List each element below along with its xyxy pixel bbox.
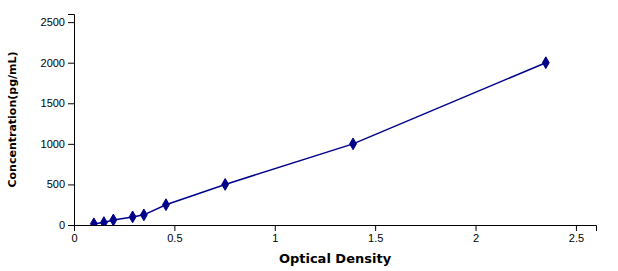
y-axis: 0 500 1000 1500 2000 2500 xyxy=(41,15,75,232)
y-axis-title: Concentration(pg/mL) xyxy=(6,51,19,187)
tick-label: 2 xyxy=(473,232,479,244)
tick-mark xyxy=(275,225,276,231)
marker xyxy=(101,217,108,225)
tick-mark xyxy=(576,225,577,231)
series xyxy=(90,57,549,225)
tick: 2 xyxy=(473,225,479,244)
tick-mark xyxy=(375,225,376,231)
tick-label: 1.5 xyxy=(368,232,383,244)
tick: 1000 xyxy=(41,138,74,150)
tick: 0 xyxy=(59,219,74,231)
axis-line xyxy=(75,226,597,232)
tick-label: 2000 xyxy=(41,57,65,69)
tick-label: 2.5 xyxy=(569,232,584,244)
tick-label: 1 xyxy=(272,232,278,244)
marker xyxy=(542,57,549,69)
marker xyxy=(129,211,136,223)
line xyxy=(94,63,546,224)
tick-label: 0 xyxy=(59,219,65,231)
tick: 1.5 xyxy=(368,225,383,244)
tick-mark xyxy=(68,103,74,104)
tick-mark xyxy=(68,63,74,64)
tick-label: 1500 xyxy=(41,97,65,109)
marker xyxy=(163,199,170,211)
tick-label: 0.5 xyxy=(167,232,182,244)
tick-mark xyxy=(68,225,74,226)
marker xyxy=(350,138,357,150)
marker xyxy=(140,209,147,221)
tick-label: 0 xyxy=(71,232,77,244)
plot-area: 0 0.5 1 1.5 2 2.5 0 500 1000 1500 2000 2500 xyxy=(41,15,597,244)
tick-label: 1000 xyxy=(41,138,65,150)
tick-label: 2500 xyxy=(41,16,65,28)
tick: 2.5 xyxy=(569,225,584,244)
tick: 2000 xyxy=(41,57,74,69)
tick-label: 500 xyxy=(47,178,65,190)
tick: 0.5 xyxy=(167,225,182,244)
x-axis-title: Optical Density xyxy=(279,251,392,266)
tick: 500 xyxy=(47,178,74,190)
marker xyxy=(222,179,229,191)
tick-mark xyxy=(174,225,175,231)
axis-line xyxy=(68,15,75,226)
chart: 0 0.5 1 1.5 2 2.5 0 500 1000 1500 2000 2500 Optical … xyxy=(0,0,618,271)
tick: 2500 xyxy=(41,16,74,28)
tick: 1 xyxy=(272,225,278,244)
tick: 0 xyxy=(71,225,77,244)
marker xyxy=(110,214,117,225)
tick-mark xyxy=(68,184,74,185)
tick: 1500 xyxy=(41,97,74,109)
marker xyxy=(90,218,97,225)
x-axis: 0 0.5 1 1.5 2 2.5 xyxy=(71,225,596,244)
tick-mark xyxy=(476,225,477,231)
tick-mark xyxy=(68,22,74,23)
tick-mark xyxy=(68,144,74,145)
